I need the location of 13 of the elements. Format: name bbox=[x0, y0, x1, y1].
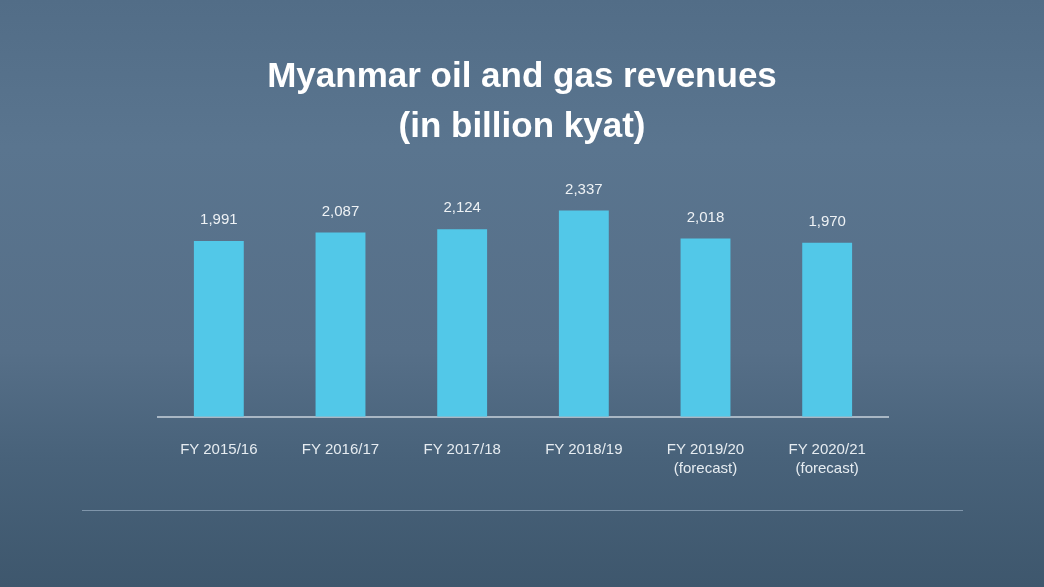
x-tick-label: FY 2017/18 bbox=[423, 440, 501, 458]
data-label: 1,991 bbox=[200, 210, 238, 228]
data-label: 2,337 bbox=[565, 179, 603, 197]
x-tick-label: FY 2020/21 (forecast) bbox=[788, 440, 866, 476]
data-label: 2,124 bbox=[443, 198, 481, 216]
x-tick-label: FY 2015/16 bbox=[180, 440, 258, 458]
x-tick-label: FY 2016/17 bbox=[301, 440, 380, 458]
chart-title: Myanmar oil and gas revenues (in billion kyat) bbox=[266, 54, 778, 146]
data-label: 1,970 bbox=[808, 211, 846, 229]
x-tick-label: FY 2019/20 (forecast) bbox=[666, 440, 745, 476]
data-label: 2,018 bbox=[686, 207, 725, 225]
data-label: 2,087 bbox=[321, 201, 360, 219]
x-tick-label: FY 2018/19 bbox=[545, 440, 623, 458]
